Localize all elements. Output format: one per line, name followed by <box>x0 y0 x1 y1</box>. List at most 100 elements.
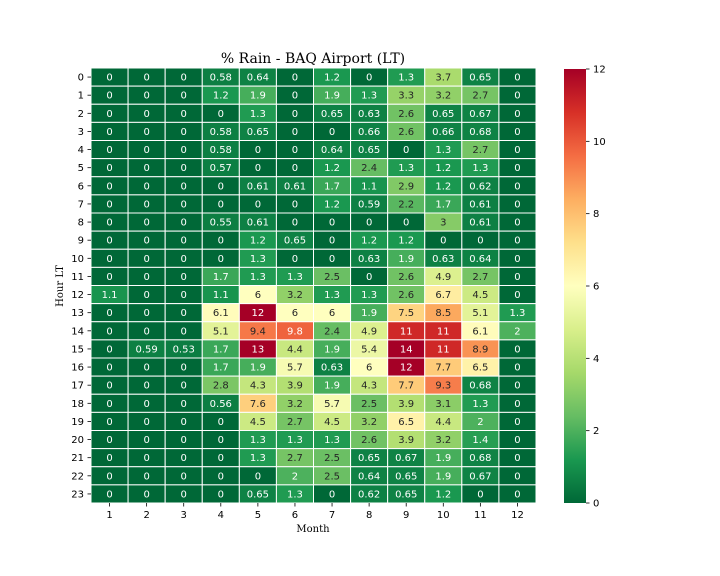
colorbar-tick-label: 2 <box>593 426 599 437</box>
cell-value-label: 0 <box>255 199 261 210</box>
cell-value-label: 1.1 <box>213 290 229 301</box>
x-tick-label: 10 <box>437 510 450 521</box>
cell-value-label: 14 <box>400 344 413 355</box>
cell-value-label: 1.3 <box>250 435 266 446</box>
cell-value-label: 1.9 <box>324 381 340 392</box>
cell-value-label: 0 <box>106 91 112 102</box>
cell-value-label: 3.2 <box>361 417 377 428</box>
colorbar-gradient <box>564 69 586 503</box>
cell-value-label: 0.63 <box>432 254 454 265</box>
x-tick-label: 6 <box>292 510 298 521</box>
cell-value-label: 0 <box>514 218 520 229</box>
cell-value-label: 1.2 <box>435 163 451 174</box>
cell-value-label: 0 <box>329 254 335 265</box>
cell-value-label: 0 <box>181 272 187 283</box>
cell-value-label: 4.5 <box>250 417 266 428</box>
cell-value-label: 1.3 <box>250 453 266 464</box>
y-tick-label: 16 <box>71 363 84 374</box>
cell-value-label: 2.8 <box>213 381 229 392</box>
cell-value-label: 0 <box>255 163 261 174</box>
cell-value-label: 0 <box>292 73 298 84</box>
cell-value-label: 1.4 <box>472 435 488 446</box>
cell-value-label: 2.6 <box>398 290 414 301</box>
cell-value-label: 1.9 <box>435 471 451 482</box>
cell-value-label: 0.65 <box>395 471 417 482</box>
cell-value-label: 0 <box>181 363 187 374</box>
colorbar-tick-label: 0 <box>593 499 599 510</box>
cell-value-label: 0 <box>514 145 520 156</box>
y-tick-label: 4 <box>78 145 84 156</box>
cell-value-label: 0 <box>514 91 520 102</box>
cell-value-label: 0 <box>218 453 224 464</box>
cell-value-label: 0 <box>514 290 520 301</box>
cell-value-label: 8.9 <box>472 344 488 355</box>
cell-value-label: 1.7 <box>213 272 229 283</box>
cell-value-label: 1.9 <box>435 453 451 464</box>
cell-value-label: 0 <box>143 381 149 392</box>
cell-value-label: 2.6 <box>361 435 377 446</box>
x-axis-label: Month <box>296 524 330 535</box>
cell-value-label: 2.9 <box>398 181 414 192</box>
y-tick-label: 11 <box>71 272 84 283</box>
cell-value-label: 0 <box>143 326 149 337</box>
cell-value-label: 0 <box>181 308 187 319</box>
cell-value-label: 1.9 <box>324 344 340 355</box>
cell-value-label: 0.65 <box>321 109 343 120</box>
cell-value-label: 0.59 <box>135 344 157 355</box>
cell-value-label: 1.3 <box>472 399 488 410</box>
cell-value-label: 7.6 <box>250 399 266 410</box>
cell-value-label: 0 <box>514 489 520 500</box>
cell-value-label: 0 <box>366 73 372 84</box>
cell-value-label: 0.63 <box>358 254 380 265</box>
cell-value-label: 0 <box>329 218 335 229</box>
colorbar-tick-label: 4 <box>593 354 599 365</box>
cell-value-label: 9.3 <box>435 381 451 392</box>
cell-value-label: 0 <box>106 254 112 265</box>
cell-value-label: 0.65 <box>432 109 454 120</box>
cell-value-label: 0 <box>181 145 187 156</box>
y-tick-label: 18 <box>71 399 84 410</box>
cell-value-label: 0 <box>292 91 298 102</box>
x-tick-label: 2 <box>143 510 149 521</box>
cell-value-label: 0 <box>106 127 112 138</box>
cell-value-label: 0 <box>218 199 224 210</box>
cell-value-label: 0 <box>329 489 335 500</box>
cell-value-label: 2.5 <box>324 272 340 283</box>
cell-value-label: 5.1 <box>472 308 488 319</box>
x-tick-label: 7 <box>329 510 335 521</box>
y-tick-label: 1 <box>78 91 84 102</box>
x-tick-label: 1 <box>106 510 112 521</box>
cell-value-label: 0.58 <box>210 127 232 138</box>
cell-value-label: 0 <box>106 145 112 156</box>
cell-value-label: 0 <box>218 417 224 428</box>
y-tick-label: 5 <box>78 163 84 174</box>
cell-value-label: 0 <box>181 163 187 174</box>
cell-value-label: 0.67 <box>395 453 417 464</box>
cell-value-label: 0.65 <box>358 145 380 156</box>
cell-value-label: 1.1 <box>361 181 377 192</box>
cell-value-label: 0 <box>181 91 187 102</box>
y-tick-label: 6 <box>78 181 84 192</box>
cell-value-label: 0.56 <box>210 399 232 410</box>
cell-value-label: 0 <box>143 489 149 500</box>
cell-value-label: 2.7 <box>287 453 303 464</box>
cell-value-label: 0 <box>106 344 112 355</box>
y-tick-label: 3 <box>78 127 84 138</box>
colorbar-tick-label: 6 <box>593 282 599 293</box>
cell-value-label: 0 <box>292 127 298 138</box>
cell-value-label: 0 <box>181 399 187 410</box>
x-tick-label: 11 <box>474 510 487 521</box>
cell-value-label: 0 <box>514 363 520 374</box>
cell-value-label: 1.9 <box>361 308 377 319</box>
x-tick-label: 8 <box>366 510 372 521</box>
cell-value-label: 4.4 <box>435 417 451 428</box>
cell-value-label: 0.65 <box>284 236 306 247</box>
cell-value-label: 0.59 <box>358 199 380 210</box>
cell-value-label: 0 <box>106 199 112 210</box>
cell-value-label: 0 <box>181 489 187 500</box>
cell-value-label: 1.7 <box>324 181 340 192</box>
cell-value-label: 0 <box>181 471 187 482</box>
cell-value-label: 7.7 <box>398 381 414 392</box>
cell-value-label: 1.2 <box>324 199 340 210</box>
cell-value-label: 7.5 <box>398 308 414 319</box>
